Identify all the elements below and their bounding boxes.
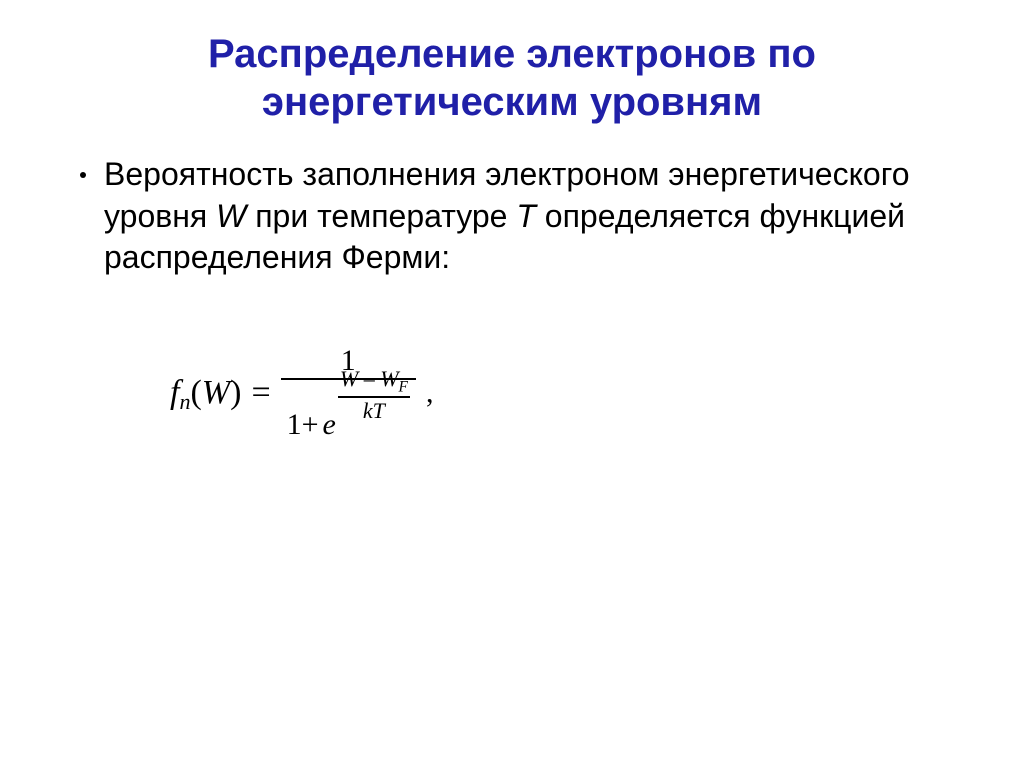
bullet-row: Вероятность заполнения электроном энерге… xyxy=(80,154,964,279)
body-container: Вероятность заполнения электроном энерге… xyxy=(60,154,964,279)
fn-n: n xyxy=(179,389,190,415)
fn-close: ) xyxy=(230,374,241,412)
e-base: e xyxy=(323,408,336,442)
title-line-2: энергетическим уровням xyxy=(262,80,762,124)
title-line-1: Распределение электронов по xyxy=(208,32,816,76)
formula-eq: = xyxy=(251,374,270,412)
denominator: 1+ e W – WF kT xyxy=(281,380,416,442)
fn-W: W xyxy=(202,374,230,412)
fn-open: ( xyxy=(190,374,201,412)
body-text: Вероятность заполнения электроном энерге… xyxy=(104,154,964,279)
formula-comma: , xyxy=(426,376,434,410)
slide-title: Распределение электронов по энергетическ… xyxy=(60,30,964,126)
fn-f: f xyxy=(170,374,179,412)
formula-lhs: fn(W) xyxy=(170,374,241,412)
body-W: W xyxy=(216,198,246,234)
fermi-formula: fn(W) = 1 1+ e W – WF kT , xyxy=(60,344,964,442)
one-plus: 1+ xyxy=(287,408,319,442)
exp-numerator: W – WF xyxy=(338,366,410,396)
exp-denominator: kT xyxy=(361,398,387,424)
exponent-fraction: W – WF kT xyxy=(338,366,410,424)
main-fraction: 1 1+ e W – WF kT xyxy=(281,344,416,442)
body-T: T xyxy=(516,198,536,234)
bullet-icon xyxy=(80,172,86,178)
body-text-2: при температуре xyxy=(246,198,516,234)
